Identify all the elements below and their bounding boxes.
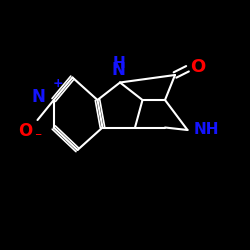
Text: O: O xyxy=(190,58,205,76)
Text: +: + xyxy=(52,77,63,90)
Text: N: N xyxy=(31,88,45,106)
Text: ⁻: ⁻ xyxy=(34,130,41,144)
Text: NH: NH xyxy=(194,122,219,138)
Text: H: H xyxy=(112,56,125,71)
Text: N: N xyxy=(112,61,126,79)
Text: O: O xyxy=(18,122,32,140)
